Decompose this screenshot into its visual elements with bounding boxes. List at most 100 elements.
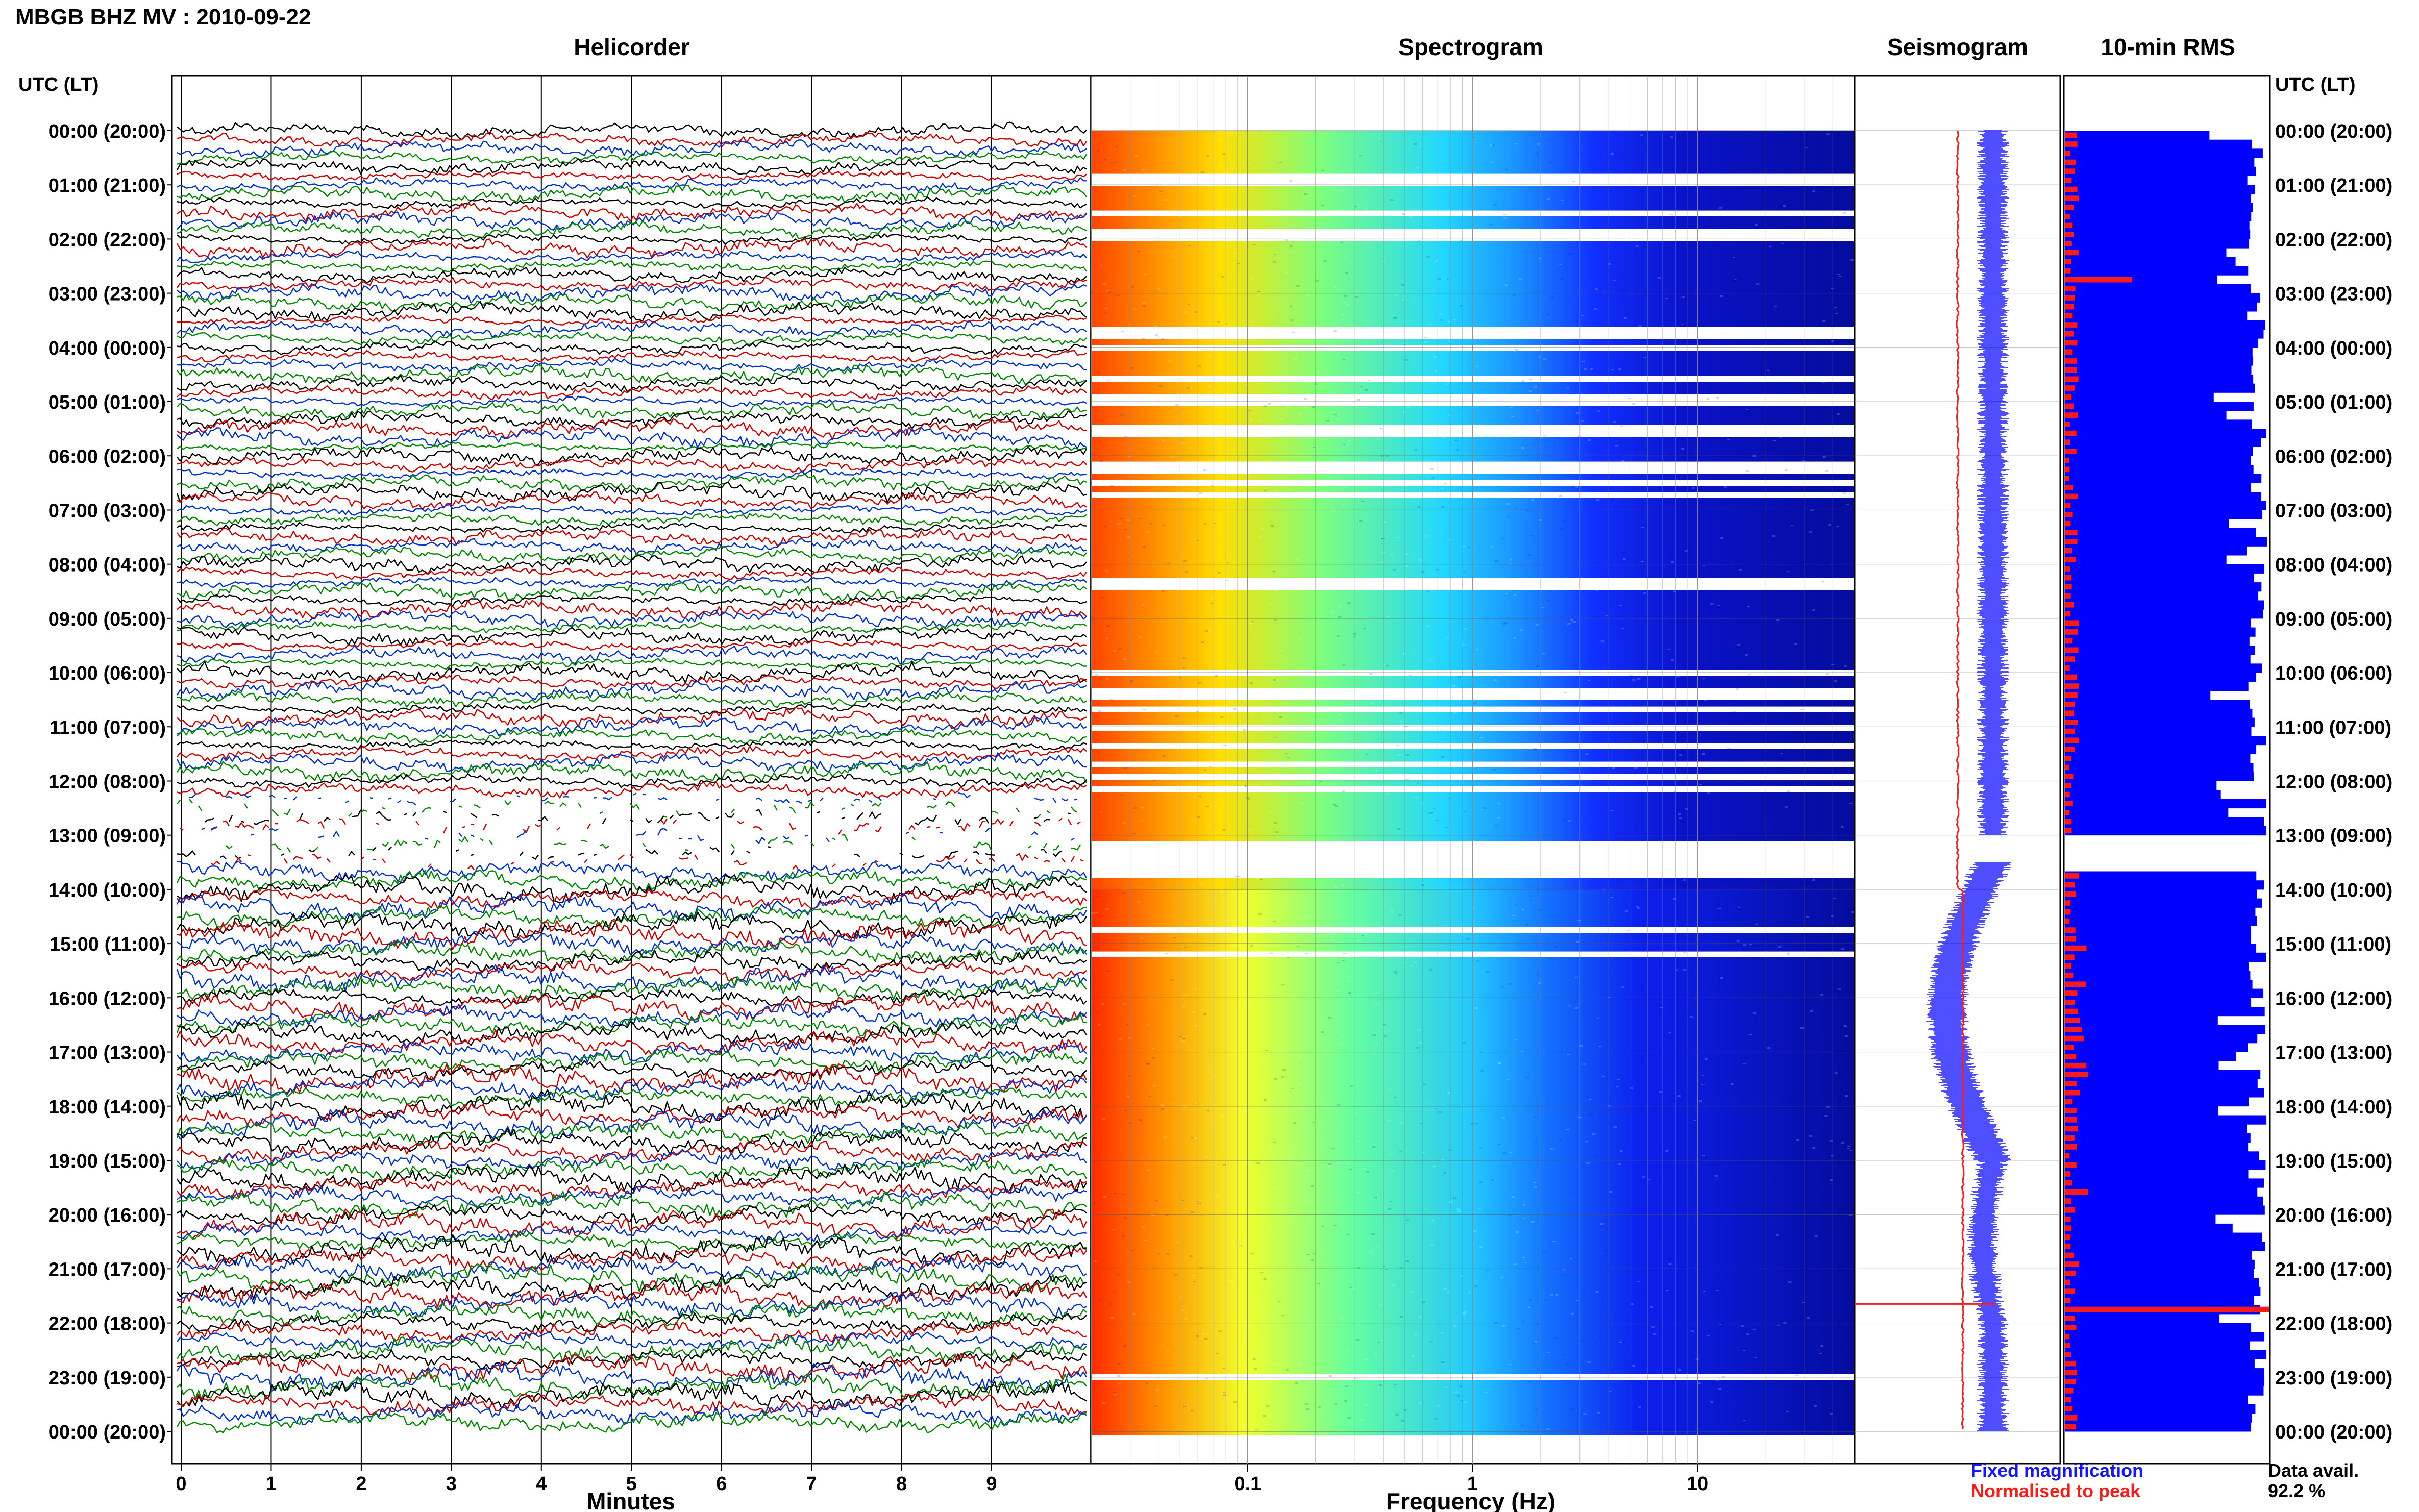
- spectrogram-noise: [1653, 1333, 1656, 1335]
- spectrogram-noise: [1529, 895, 1533, 897]
- spectrogram-noise: [1251, 278, 1254, 279]
- spectrogram-noise: [1665, 298, 1668, 299]
- spectrogram-noise: [1744, 1131, 1747, 1133]
- spectrogram-noise: [1292, 332, 1295, 333]
- spectrogram-noise: [1755, 224, 1758, 226]
- spectrogram-noise: [1486, 1270, 1489, 1271]
- spectrogram-noise: [1279, 162, 1282, 163]
- spectrogram-noise: [1275, 489, 1278, 491]
- spectrogram-noise: [1594, 940, 1597, 941]
- spectrogram-noise: [1365, 1358, 1368, 1360]
- spectrogram-noise: [1201, 641, 1204, 643]
- spectrogram-noise: [1526, 924, 1529, 925]
- rms-normalised-bar: [2065, 1054, 2077, 1059]
- spectrogram-noise: [1806, 895, 1809, 897]
- spectrogram-noise: [1575, 903, 1578, 905]
- spectrogram-noise: [1273, 679, 1276, 681]
- spectrogram-noise: [1410, 965, 1413, 967]
- spectrogram-noise: [1772, 535, 1775, 537]
- spectrogram-noise: [1305, 295, 1309, 296]
- rms-normalised-bar: [2065, 168, 2075, 174]
- spectrogram-noise: [1555, 437, 1558, 439]
- helicorder-trace: [177, 626, 1087, 647]
- rms-bar: [2065, 374, 2254, 384]
- spectrogram-noise: [1787, 790, 1790, 792]
- spectrogram-noise: [1800, 494, 1803, 495]
- spectrogram-noise: [1257, 291, 1261, 292]
- spectrogram-noise: [1595, 1018, 1598, 1020]
- spectrogram-noise: [1814, 1039, 1817, 1040]
- rms-normalised-bar: [2065, 1252, 2074, 1258]
- rms-normalised-bar: [2065, 692, 2078, 698]
- spectrogram-noise: [1795, 1375, 1798, 1376]
- spectrogram-noise: [1448, 1149, 1451, 1151]
- spectrogram-noise: [1312, 406, 1315, 408]
- spectrogram-noise: [1567, 1054, 1570, 1055]
- rms-bar: [2065, 1043, 2248, 1052]
- spectrogram-noise: [1347, 1234, 1350, 1235]
- spectrogram-noise: [1228, 702, 1231, 703]
- spectrogram-noise: [1112, 1229, 1115, 1230]
- helicorder-trace: [177, 941, 1087, 964]
- rms-normalised-bar: [2065, 638, 2072, 644]
- spectrogram-noise: [1521, 1051, 1524, 1052]
- spectrogram-noise: [1463, 1313, 1466, 1315]
- spectrogram-noise: [1825, 470, 1828, 472]
- spectrogram-noise: [1595, 589, 1598, 591]
- spectrogram-noise: [1720, 977, 1723, 979]
- rms-normalised-bar: [2065, 936, 2077, 942]
- spectrogram-noise: [1632, 1365, 1635, 1367]
- rms-bar: [2065, 627, 2256, 637]
- spectrogram-noise: [1619, 605, 1622, 606]
- spectrogram-noise: [1223, 1164, 1226, 1166]
- spectrogram-noise: [1837, 413, 1840, 415]
- spectrogram-x-tick-label: 10: [1687, 1473, 1708, 1495]
- spectrogram-noise: [1340, 1043, 1343, 1044]
- rms-normalised-bar: [2065, 422, 2070, 427]
- spectrogram-noise: [1706, 987, 1709, 989]
- spectrogram-noise: [1577, 920, 1581, 921]
- spectrogram-noise: [1575, 486, 1578, 488]
- rms-title: 10-min RMS: [2101, 34, 2235, 60]
- spectrogram-noise: [1321, 170, 1324, 171]
- spectrogram-noise: [1671, 659, 1674, 661]
- spectrogram-noise: [1611, 1095, 1614, 1096]
- spectrogram-noise: [1591, 798, 1594, 799]
- spectrogram-noise: [1815, 1130, 1818, 1131]
- spectrogram-noise: [1346, 1350, 1349, 1352]
- spectrogram-noise: [1235, 252, 1238, 254]
- spectrogram-noise: [1590, 197, 1593, 199]
- spectrogram-noise: [1846, 504, 1849, 505]
- spectrogram-noise: [1486, 971, 1489, 973]
- spectrogram-noise: [1446, 383, 1449, 385]
- spectrogram-noise: [1365, 754, 1368, 755]
- helicorder-trace: [177, 1331, 1087, 1350]
- rms-bar: [2065, 1350, 2266, 1359]
- spectrogram-noise: [1094, 1202, 1097, 1204]
- spectrogram-noise: [1357, 1141, 1361, 1142]
- rms-normalised-bar: [2065, 313, 2073, 319]
- spectrogram-noise: [1664, 888, 1667, 889]
- time-axis-right: 00:00 (20:00)01:00 (21:00)02:00 (22:00)0…: [2275, 121, 2392, 1443]
- helicorder-trace: [177, 185, 1087, 203]
- spectrogram-noise: [1245, 384, 1248, 385]
- rms-normalised-bar: [2065, 557, 2076, 563]
- spectrogram-noise: [1278, 1076, 1281, 1077]
- seismogram-normalised-trace: [1956, 130, 1965, 1430]
- spectrogram-noise: [1142, 1227, 1145, 1228]
- rms-bar: [2065, 1205, 2265, 1215]
- spectrogram-noise: [1190, 1255, 1193, 1257]
- spectrogram-noise: [1313, 1253, 1316, 1254]
- spectrogram-noise: [1245, 1110, 1248, 1112]
- spectrogram-noise: [1479, 1148, 1482, 1149]
- rms-bar: [2065, 763, 2254, 773]
- spectrogram-noise: [1140, 937, 1143, 939]
- spectrogram-noise: [1749, 944, 1752, 945]
- helicorder-trace: [177, 888, 1087, 909]
- spectrogram-noise: [1609, 1191, 1612, 1193]
- helicorder-trace: [177, 1301, 1087, 1327]
- spectrogram-noise: [1429, 812, 1433, 814]
- spectrogram-noise: [1495, 825, 1498, 826]
- spectrogram-noise: [1245, 473, 1248, 475]
- spectrogram-noise: [1235, 958, 1238, 959]
